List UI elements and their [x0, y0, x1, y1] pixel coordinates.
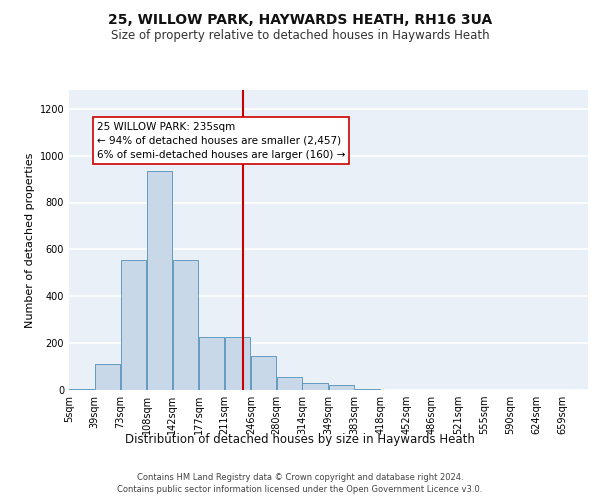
Bar: [147, 171, 172, 390]
Text: 25, WILLOW PARK, HAYWARDS HEATH, RH16 3UA: 25, WILLOW PARK, HAYWARDS HEATH, RH16 3U…: [108, 12, 492, 26]
Bar: [95, 364, 120, 390]
Text: Distribution of detached houses by size in Haywards Heath: Distribution of detached houses by size …: [125, 432, 475, 446]
Bar: [302, 383, 328, 390]
Bar: [355, 389, 380, 390]
Bar: [70, 389, 94, 390]
Text: Contains public sector information licensed under the Open Government Licence v3: Contains public sector information licen…: [118, 485, 482, 494]
Bar: [225, 338, 250, 390]
Bar: [121, 260, 146, 390]
Bar: [329, 386, 354, 390]
Text: Size of property relative to detached houses in Haywards Heath: Size of property relative to detached ho…: [110, 29, 490, 42]
Bar: [277, 377, 302, 390]
Y-axis label: Number of detached properties: Number of detached properties: [25, 152, 35, 328]
Bar: [173, 260, 199, 390]
Bar: [199, 338, 224, 390]
Text: Contains HM Land Registry data © Crown copyright and database right 2024.: Contains HM Land Registry data © Crown c…: [137, 472, 463, 482]
Text: 25 WILLOW PARK: 235sqm
← 94% of detached houses are smaller (2,457)
6% of semi-d: 25 WILLOW PARK: 235sqm ← 94% of detached…: [97, 122, 345, 160]
Bar: [251, 356, 276, 390]
